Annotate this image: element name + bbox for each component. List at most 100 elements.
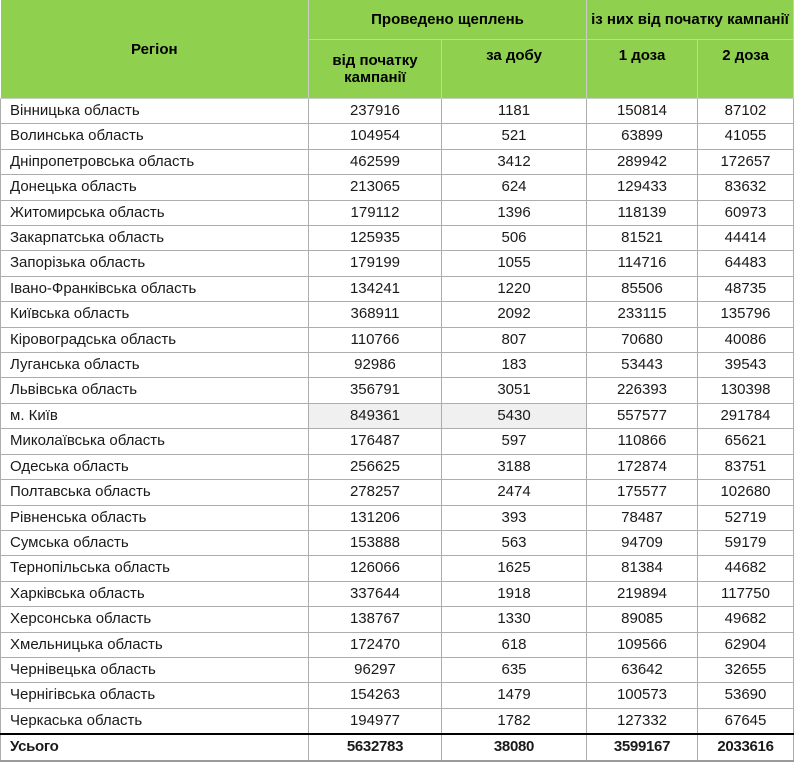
value-dose1: 150814: [586, 97, 698, 125]
value-dose1: 94709: [586, 529, 698, 557]
value-per-day: 807: [441, 326, 587, 354]
total-dose1: 3599167: [586, 733, 698, 762]
value-per-day: 521: [441, 123, 587, 150]
value-dose1: 110866: [586, 428, 698, 455]
value-dose1: 100573: [586, 682, 698, 709]
value-dose2: 41055: [697, 123, 794, 150]
region-cell: Тернопільська область: [0, 555, 309, 582]
total-label: Усього: [0, 733, 309, 762]
total-since-start: 5632783: [308, 733, 442, 762]
value-dose1: 557577: [586, 402, 698, 430]
table-row: Одеська область 256625 3188 172874 83751: [0, 453, 794, 481]
value-since-start: 278257: [308, 479, 442, 506]
region-cell: Полтавська область: [0, 479, 309, 506]
value-dose2: 62904: [697, 631, 794, 658]
value-since-start: 92986: [308, 352, 442, 379]
value-since-start: 126066: [308, 555, 442, 582]
value-per-day: 1396: [441, 199, 587, 227]
header-group-vaccinations: Проведено щеплень: [308, 0, 587, 40]
table-row: Донецька область 213065 624 129433 83632: [0, 174, 794, 201]
value-since-start: 256625: [308, 453, 442, 481]
value-per-day: 1479: [441, 682, 587, 709]
value-per-day: 393: [441, 504, 587, 531]
value-dose2: 53690: [697, 682, 794, 709]
table-body: Вінницька область 237916 1181 150814 87102 Во…: [0, 97, 794, 735]
value-dose1: 233115: [586, 301, 698, 328]
region-cell: Кіровоградська область: [0, 326, 309, 354]
value-dose1: 70680: [586, 326, 698, 354]
value-per-day: 597: [441, 428, 587, 455]
value-dose2: 44682: [697, 555, 794, 582]
region-cell: Запорізька область: [0, 250, 309, 277]
value-since-start: 179199: [308, 250, 442, 277]
table-row: Миколаївська область 176487 597 110866 65621: [0, 428, 794, 455]
table-footer: Усього 5632783 38080 3599167 2033616: [0, 733, 794, 762]
total-per-day: 38080: [441, 733, 587, 762]
table-row: Івано-Франківська область 134241 1220 85506…: [0, 275, 794, 303]
table-row: Тернопільська область 126066 1625 81384 4468…: [0, 555, 794, 582]
value-dose2: 102680: [697, 479, 794, 506]
table-row: Луганська область 92986 183 53443 39543: [0, 352, 794, 379]
region-cell: Черкаська область: [0, 707, 309, 735]
value-dose1: 109566: [586, 631, 698, 658]
value-dose2: 32655: [697, 656, 794, 684]
header-col-per-day: за добу: [441, 39, 587, 99]
value-per-day: 506: [441, 225, 587, 252]
value-dose2: 44414: [697, 225, 794, 252]
value-dose2: 39543: [697, 352, 794, 379]
table-row: Запорізька область 179199 1055 114716 64483: [0, 250, 794, 277]
header-group-since-start: із них від початку кампанії: [586, 0, 794, 40]
value-since-start: 134241: [308, 275, 442, 303]
table-row: Закарпатська область 125935 506 81521 44414: [0, 225, 794, 252]
value-per-day: 618: [441, 631, 587, 658]
value-since-start: 153888: [308, 529, 442, 557]
value-dose2: 65621: [697, 428, 794, 455]
table-row: Львівська область 356791 3051 226393 130398: [0, 377, 794, 404]
value-dose1: 114716: [586, 250, 698, 277]
value-dose2: 64483: [697, 250, 794, 277]
value-since-start: 96297: [308, 656, 442, 684]
value-since-start: 194977: [308, 707, 442, 735]
region-cell: Житомирська область: [0, 199, 309, 227]
region-cell: Чернівецька область: [0, 656, 309, 684]
value-since-start: 154263: [308, 682, 442, 709]
value-dose2: 172657: [697, 148, 794, 176]
value-since-start: 849361: [308, 402, 442, 430]
value-dose2: 48735: [697, 275, 794, 303]
value-dose1: 118139: [586, 199, 698, 227]
value-dose2: 135796: [697, 301, 794, 328]
table-row: Чернівецька область 96297 635 63642 32655: [0, 656, 794, 684]
table-row: Хмельницька область 172470 618 109566 62904: [0, 631, 794, 658]
region-cell: Чернігівська область: [0, 682, 309, 709]
value-since-start: 110766: [308, 326, 442, 354]
table-row: Рівненська область 131206 393 78487 52719: [0, 504, 794, 531]
value-dose1: 63642: [586, 656, 698, 684]
value-dose1: 289942: [586, 148, 698, 176]
value-dose2: 83632: [697, 174, 794, 201]
header-col-since-start: від початку кампанії: [308, 39, 442, 99]
table-row: Чернігівська область 154263 1479 100573 5369…: [0, 682, 794, 709]
value-since-start: 462599: [308, 148, 442, 176]
value-per-day: 635: [441, 656, 587, 684]
total-row: Усього 5632783 38080 3599167 2033616: [0, 733, 794, 762]
value-per-day: 1055: [441, 250, 587, 277]
table-row: Кіровоградська область 110766 807 70680 4008…: [0, 326, 794, 354]
value-since-start: 125935: [308, 225, 442, 252]
value-dose2: 291784: [697, 402, 794, 430]
value-dose2: 52719: [697, 504, 794, 531]
value-since-start: 356791: [308, 377, 442, 404]
value-dose1: 89085: [586, 606, 698, 633]
table-row: Херсонська область 138767 1330 89085 49682: [0, 606, 794, 633]
header-col-dose1: 1 доза: [586, 39, 698, 99]
value-dose1: 78487: [586, 504, 698, 531]
table-row: Харківська область 337644 1918 219894 117750: [0, 580, 794, 608]
value-dose2: 67645: [697, 707, 794, 735]
table-row: Вінницька область 237916 1181 150814 87102: [0, 97, 794, 125]
table-row: Полтавська область 278257 2474 175577 102680: [0, 479, 794, 506]
value-dose1: 172874: [586, 453, 698, 481]
value-since-start: 213065: [308, 174, 442, 201]
value-since-start: 172470: [308, 631, 442, 658]
table-row: Житомирська область 179112 1396 118139 60973: [0, 199, 794, 227]
value-per-day: 1181: [441, 97, 587, 125]
table-header: Регіон Проведено щеплень із них від поча…: [0, 0, 794, 99]
